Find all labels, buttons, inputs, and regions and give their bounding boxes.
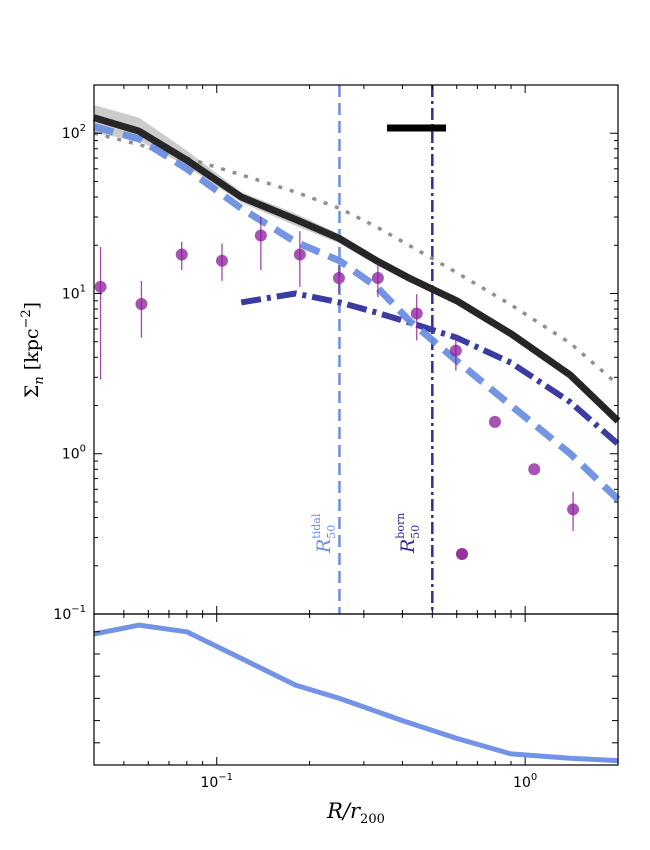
tidal-fraction-panel: 10−1 100 <box>93 613 619 791</box>
x-tick-label: 10−1 <box>200 772 233 791</box>
data-point <box>410 294 423 341</box>
x-axis-label: R/r200 <box>326 799 385 827</box>
data-marker <box>488 415 501 428</box>
r50-label-main: R <box>397 539 419 554</box>
tidal-fraction-line <box>93 622 619 764</box>
data-marker <box>371 271 384 284</box>
y-label-sub: n <box>32 376 47 384</box>
r50-label-main: R <box>313 539 335 554</box>
data-point <box>567 491 580 531</box>
data-point <box>135 280 148 338</box>
data-point <box>371 262 384 298</box>
data-marker <box>175 248 188 261</box>
y-tick-base: 10 <box>62 286 80 302</box>
data-marker <box>135 297 148 310</box>
y-label-close: ] <box>21 302 43 309</box>
tidal-udgs-line <box>93 123 621 502</box>
x-tick-label: 100 <box>513 772 537 791</box>
data-marker <box>254 229 267 242</box>
y-label-sigma: Σ <box>21 385 43 398</box>
y-label-units: [kpc <box>21 329 43 371</box>
data-point <box>94 247 107 380</box>
y-tick-base: 10 <box>62 447 80 463</box>
data-marker <box>293 248 306 261</box>
data-point <box>488 415 501 428</box>
data-point <box>254 217 267 271</box>
data-marker <box>567 503 580 516</box>
data-point <box>528 463 541 476</box>
y-label-exp: −2 <box>19 309 34 328</box>
data-marker <box>449 344 462 357</box>
y-tick-base: 10 <box>62 126 80 142</box>
data-marker <box>215 254 228 267</box>
r50-label-sup: born <box>394 513 407 539</box>
data-marker <box>332 271 345 284</box>
simulated-udgs-line <box>92 114 621 424</box>
x-label-main: R/r <box>326 799 362 823</box>
y-tick-exp: −1 <box>71 604 86 615</box>
x-axis-label-text: R/r200 <box>326 799 385 827</box>
bottom-axes-frame <box>93 613 619 766</box>
y-tick-base: 10 <box>53 607 71 623</box>
data-point <box>215 243 228 281</box>
r50-label: R50tidal <box>310 513 338 554</box>
data-marker <box>410 307 423 320</box>
x-tick-exp: 0 <box>531 772 537 783</box>
y-tick-exp: 1 <box>80 283 86 294</box>
y-tick-exp: 2 <box>80 123 86 134</box>
x-label-sub: 200 <box>360 812 385 827</box>
all-galaxies-line <box>93 131 620 386</box>
r50-label-sub: 50 <box>325 525 338 539</box>
y-axis-label: Σn [kpc−2] <box>19 302 47 398</box>
data-point <box>293 231 306 287</box>
r50-label-sup: tidal <box>310 513 323 539</box>
y-tick-label: 101 <box>62 283 86 302</box>
data-point <box>332 265 345 294</box>
data-marker <box>528 463 541 476</box>
y-tick-exp: 0 <box>80 444 86 455</box>
data-point <box>449 335 462 371</box>
r50-label: R50born <box>394 513 422 554</box>
obs-legend-marker <box>456 548 468 560</box>
y-tick-label: 100 <box>62 444 86 463</box>
r50-label-sub: 50 <box>409 525 422 539</box>
y-tick-label: 102 <box>62 123 86 142</box>
y-tick-label: 10−1 <box>53 604 86 623</box>
data-point <box>175 241 188 271</box>
x-tick-exp: −1 <box>218 772 233 783</box>
x-tick-base: 10 <box>200 775 218 791</box>
data-marker <box>94 280 107 293</box>
x-tick-base: 10 <box>513 775 531 791</box>
